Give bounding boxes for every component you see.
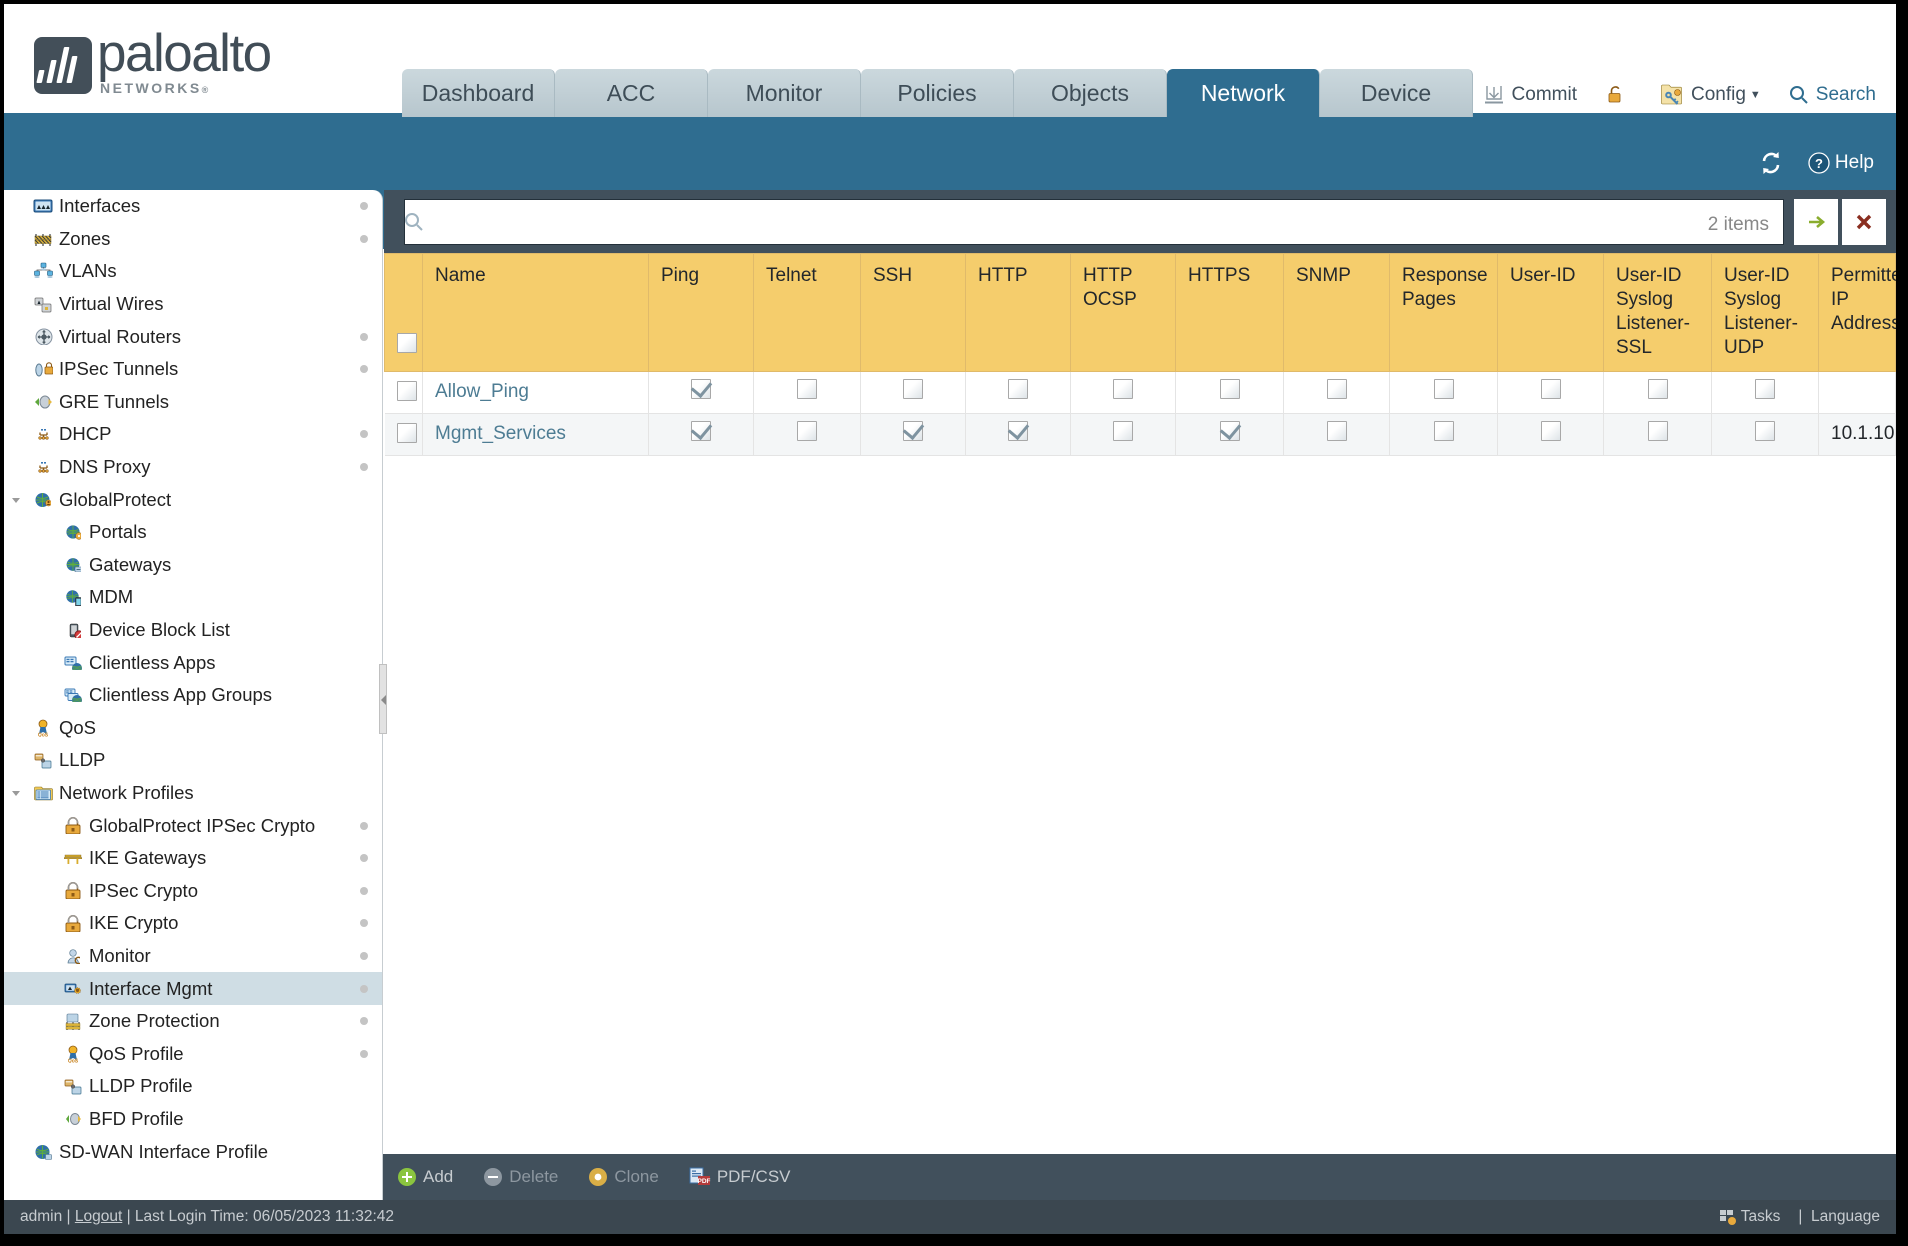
svg-text:PDF: PDF xyxy=(697,1178,710,1185)
svg-text:?: ? xyxy=(1815,156,1823,171)
